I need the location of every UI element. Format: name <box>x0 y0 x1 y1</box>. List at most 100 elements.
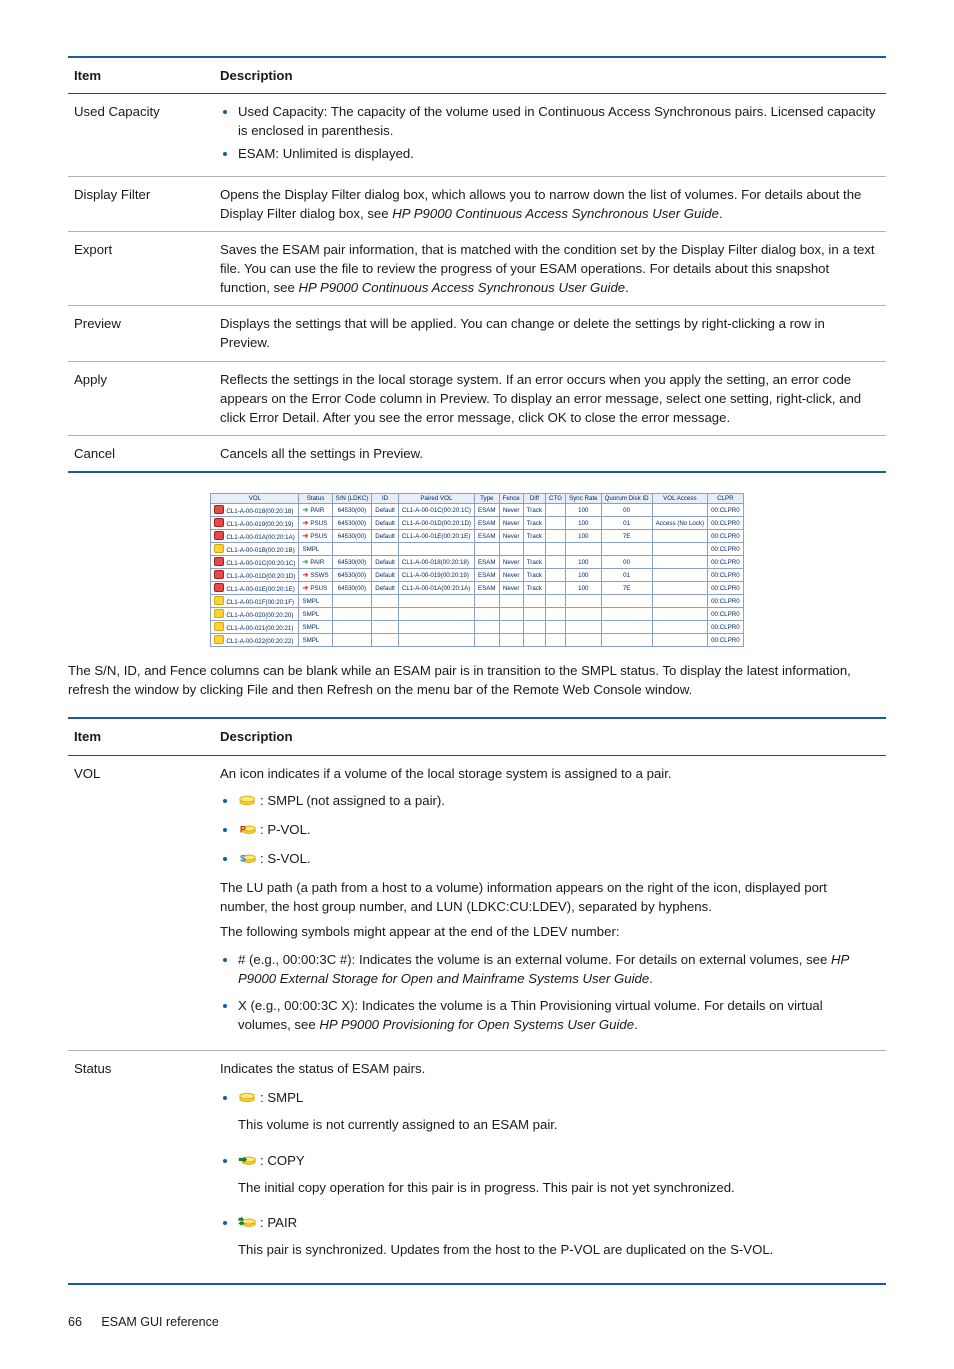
mini-cell: SMPL <box>299 608 332 621</box>
mini-cell <box>546 517 566 530</box>
mini-cell: 64530(00) <box>332 517 372 530</box>
mini-cell: ESAM <box>475 517 500 530</box>
mini-cell: Never <box>499 530 523 543</box>
copy-icon <box>238 1153 260 1168</box>
mini-cell: 00:CLPR0 <box>708 569 744 582</box>
mini-cell <box>499 595 523 608</box>
volume-item-table: Item Description VOL An icon indicates i… <box>68 717 886 1285</box>
mini-header: Paired VOL <box>398 494 474 504</box>
mini-cell: 01 <box>601 569 652 582</box>
mini-cell: Track <box>523 504 545 517</box>
mini-cell <box>332 543 372 556</box>
mini-cell: 100 <box>566 530 602 543</box>
status-desc: This volume is not currently assigned to… <box>238 1115 876 1134</box>
list-item: : SMPLThis volume is not currently assig… <box>238 1088 876 1134</box>
mini-cell <box>398 595 474 608</box>
mini-cell <box>372 608 399 621</box>
mini-cell <box>499 608 523 621</box>
mini-row: CL1-A-00-01F(00:20:1F)SMPL00:CLPR0 <box>211 595 743 608</box>
mini-cell: ➔SSWS <box>299 569 332 582</box>
mini-cell: 100 <box>566 517 602 530</box>
mini-cell: Track <box>523 556 545 569</box>
mini-header: Status <box>299 494 332 504</box>
table1-header-item: Item <box>68 57 214 94</box>
mini-cell <box>601 608 652 621</box>
mini-cell: 00:CLPR0 <box>708 556 744 569</box>
page-footer: 66 ESAM GUI reference <box>68 1315 886 1329</box>
list-item: : S-VOL. <box>238 849 876 868</box>
mini-cell: Track <box>523 517 545 530</box>
mini-cell: Default <box>372 569 399 582</box>
mid-paragraph: The S/N, ID, and Fence columns can be bl… <box>68 661 886 699</box>
list-item: Used Capacity: The capacity of the volum… <box>238 102 876 140</box>
mini-cell: SMPL <box>299 543 332 556</box>
mini-cell: 00:CLPR0 <box>708 621 744 634</box>
mini-cell: 64530(00) <box>332 582 372 595</box>
icon-label: : SMPL (not assigned to a pair). <box>260 793 445 808</box>
mini-cell <box>398 543 474 556</box>
mini-cell <box>566 608 602 621</box>
mini-cell: 100 <box>566 569 602 582</box>
mini-cell: ➔PAIR <box>299 556 332 569</box>
mini-cell <box>546 530 566 543</box>
mini-cell: CL1-A-00-01E(00:20:1E) <box>398 530 474 543</box>
status-desc: The initial copy operation for this pair… <box>238 1178 876 1197</box>
mini-cell <box>523 608 545 621</box>
mini-header: VOL <box>211 494 299 504</box>
mini-cell: SMPL <box>299 621 332 634</box>
mini-cell: 00:CLPR0 <box>708 608 744 621</box>
mini-header: ID <box>372 494 399 504</box>
mini-cell <box>523 543 545 556</box>
status-desc: This pair is synchronized. Updates from … <box>238 1240 876 1259</box>
mini-cell: SMPL <box>299 595 332 608</box>
mini-cell: Default <box>372 556 399 569</box>
vol-item-desc: An icon indicates if a volume of the loc… <box>214 755 886 1051</box>
mini-header: VOL Access <box>652 494 707 504</box>
mini-cell <box>332 595 372 608</box>
item-cell: Used Capacity <box>68 94 214 176</box>
vol-para1: The LU path (a path from a host to a vol… <box>220 878 876 916</box>
desc-cell: Opens the Display Filter dialog box, whi… <box>214 176 886 231</box>
mini-cell <box>652 504 707 517</box>
mini-cell: CL1-A-00-01E(00:20:1E) <box>211 582 299 595</box>
mini-cell: 100 <box>566 504 602 517</box>
list-item: # (e.g., 00:00:3C #): Indicates the volu… <box>238 950 876 988</box>
mini-cell <box>601 595 652 608</box>
mini-cell <box>372 621 399 634</box>
mini-cell: 00:CLPR0 <box>708 530 744 543</box>
mini-cell: CL1-A-00-01A(00:20:1A) <box>211 530 299 543</box>
mini-cell: ➔PSUS <box>299 517 332 530</box>
mini-cell <box>652 608 707 621</box>
table-row: Used Capacity Used Capacity: The capacity… <box>68 94 886 176</box>
mini-cell <box>652 556 707 569</box>
mini-cell: 00:CLPR0 <box>708 634 744 647</box>
item-cell: Apply <box>68 361 214 435</box>
table-row: ExportSaves the ESAM pair information, t… <box>68 231 886 305</box>
mini-cell <box>546 634 566 647</box>
mini-cell: Track <box>523 582 545 595</box>
mini-row: CL1-A-00-022(00:20:22)SMPL00:CLPR0 <box>211 634 743 647</box>
mini-cell <box>475 543 500 556</box>
mini-cell <box>601 634 652 647</box>
mini-header: CTG <box>546 494 566 504</box>
mini-cell: 00:CLPR0 <box>708 517 744 530</box>
mini-cell: CL1-A-00-01A(00:20:1A) <box>398 582 474 595</box>
mini-cell: 00 <box>601 504 652 517</box>
mini-cell <box>546 569 566 582</box>
mini-header: Fence <box>499 494 523 504</box>
mini-cell <box>601 543 652 556</box>
mini-cell: 100 <box>566 556 602 569</box>
volume-list-preview-table: VOLStatusS/N (LDKC)IDPaired VOLTypeFence… <box>210 493 743 647</box>
mini-row: CL1-A-00-021(00:20:21)SMPL00:CLPR0 <box>211 621 743 634</box>
mini-header: Quorum Disk ID <box>601 494 652 504</box>
mini-cell: 7E <box>601 582 652 595</box>
mini-cell: 00:CLPR0 <box>708 504 744 517</box>
smpl-icon <box>238 793 260 808</box>
mini-cell: CL1-A-00-019(00:20:19) <box>398 569 474 582</box>
mini-cell <box>398 608 474 621</box>
mini-cell <box>546 608 566 621</box>
mini-cell: 64530(00) <box>332 504 372 517</box>
mini-cell: Never <box>499 569 523 582</box>
mini-cell <box>652 543 707 556</box>
mini-cell <box>475 634 500 647</box>
